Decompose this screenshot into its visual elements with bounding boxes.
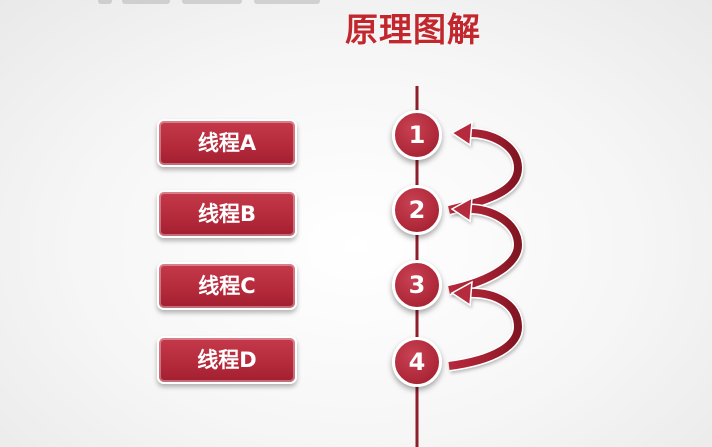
cropped-header-fragment: [98, 0, 368, 6]
thread-b-button[interactable]: 线程B: [157, 190, 297, 238]
page-title: 原理图解: [345, 10, 481, 49]
thread-d-button[interactable]: 线程D: [157, 336, 297, 384]
step-circle-3: 3: [392, 260, 442, 310]
step-circle-4: 4: [392, 337, 442, 387]
return-arrow-4-to-3: [448, 280, 524, 372]
thread-c-button[interactable]: 线程C: [157, 262, 297, 310]
return-arrow-3-to-2: [447, 196, 524, 296]
return-arrow-2-to-1: [447, 120, 524, 216]
step-circle-1: 1: [392, 110, 442, 160]
step-circle-2: 2: [392, 185, 442, 235]
thread-a-button[interactable]: 线程A: [157, 119, 297, 167]
